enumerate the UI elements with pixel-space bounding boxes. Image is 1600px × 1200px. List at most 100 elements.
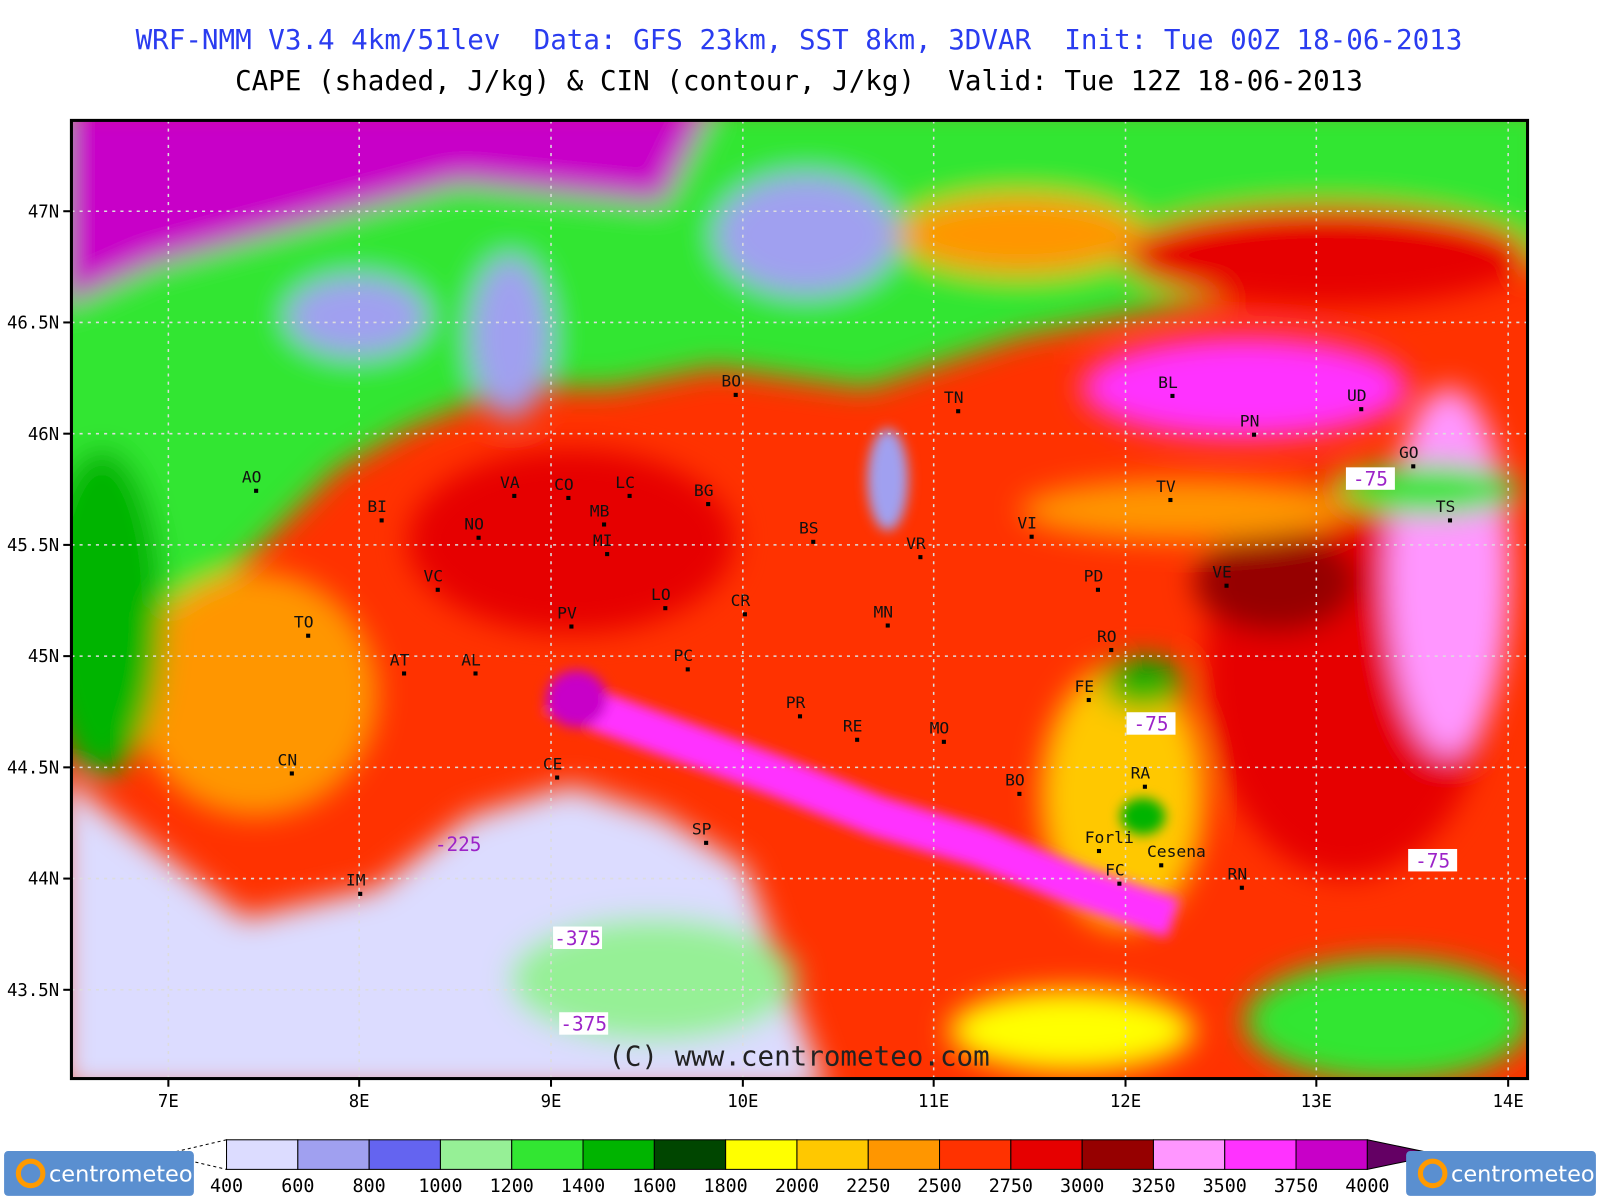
colorbar-label: 3250 — [1131, 1176, 1175, 1197]
logo-box — [1406, 1151, 1596, 1196]
city-dot — [1224, 583, 1229, 588]
city-dot — [476, 535, 481, 540]
lon-tick-label: 11E — [918, 1092, 949, 1112]
city-dot — [956, 409, 961, 414]
colorbar-box — [867, 1139, 941, 1170]
city-dot — [1109, 647, 1114, 653]
logo-box — [4, 1151, 194, 1196]
city-dot — [1447, 518, 1453, 523]
colorbar-box — [439, 1139, 513, 1170]
contour-label: -75 — [1353, 468, 1388, 491]
colorbar-label: 800 — [353, 1176, 386, 1197]
city-label: BL — [1158, 373, 1178, 392]
colorbar-label: 400 — [210, 1176, 243, 1197]
city-label: RO — [1097, 627, 1117, 646]
city-label: BO — [1005, 771, 1025, 790]
city-label: RA — [1131, 764, 1151, 783]
city-label: NO — [464, 515, 484, 534]
city-dot — [885, 623, 890, 628]
lat-tick-label: 43.5N — [7, 981, 59, 1001]
city-label: BS — [799, 519, 819, 538]
city-dot — [733, 392, 738, 397]
city-label: AL — [461, 650, 481, 669]
lon-tick-label: 12E — [1110, 1092, 1141, 1112]
colorbar-box — [725, 1139, 798, 1170]
city-label: Forli — [1085, 828, 1134, 847]
field-shading — [71, 120, 1528, 1079]
lat-tick-label: 45.5N — [7, 536, 59, 556]
colorbar-label: 1000 — [418, 1176, 462, 1197]
logo-mark — [15, 1158, 46, 1189]
city-label: VR — [906, 534, 926, 553]
lon-tick-label: 13E — [1301, 1092, 1332, 1112]
city-label: TO — [294, 613, 314, 632]
city-label: IM — [346, 871, 366, 890]
city-label: CR — [731, 591, 751, 610]
map-frame — [69, 118, 1530, 1081]
city-dot — [1029, 534, 1034, 539]
lon-tick-label: 14E — [1493, 1092, 1524, 1112]
colorbar: 400 600 800 1000 1200 1400 1600 1800 2000 2250 250… — [4, 1139, 1596, 1197]
city-label: PV — [557, 603, 577, 622]
city-label: LO — [651, 585, 671, 604]
colorbar-label: 1400 — [561, 1176, 605, 1197]
city-dot — [1086, 697, 1091, 703]
lon-tick-label: 9E — [541, 1092, 562, 1112]
city-label: UD — [1347, 386, 1367, 405]
contour-label-box — [1126, 712, 1176, 735]
city-dot — [1117, 881, 1122, 886]
contour-label-box — [553, 926, 603, 949]
city-dot — [941, 739, 946, 744]
city-label: VE — [1212, 563, 1232, 582]
contour-label: -75 — [1415, 849, 1450, 872]
city-dot — [1142, 784, 1147, 789]
city-dot — [402, 671, 407, 676]
city-dot — [1159, 863, 1164, 868]
colorbar-box — [368, 1139, 441, 1170]
city-label: RE — [843, 717, 863, 736]
contour-label-box — [1345, 467, 1395, 490]
city-dot — [855, 737, 860, 742]
colorbar-under — [163, 1139, 228, 1171]
logo-text: centrometeo — [1451, 1162, 1595, 1188]
city-dot — [435, 587, 440, 592]
copyright: (C) www.centrometeo.com — [608, 1040, 989, 1072]
lat-tick-label: 44N — [28, 870, 59, 890]
city-label: MB — [590, 501, 610, 520]
colorbar-box — [653, 1139, 727, 1170]
logo-mark — [1417, 1158, 1448, 1189]
city-dot — [1411, 464, 1416, 469]
city-label: AT — [390, 650, 410, 669]
lat-tick-label: 46N — [28, 425, 59, 445]
city-dot — [358, 891, 363, 896]
colorbar-label: 1800 — [704, 1176, 748, 1197]
city-label: GO — [1399, 443, 1419, 462]
colorbar-over — [1366, 1139, 1439, 1171]
city-dot — [706, 502, 711, 507]
city-label: VC — [423, 567, 443, 586]
colorbar-label: 1600 — [632, 1176, 676, 1197]
city-label: VI — [1017, 514, 1037, 533]
colorbar-label: 3000 — [1060, 1176, 1104, 1197]
city-dot — [602, 522, 607, 527]
city-label: VA — [500, 473, 520, 492]
city-label: TN — [944, 388, 964, 407]
colorbar-box — [1295, 1139, 1368, 1170]
city-label: BO — [721, 372, 741, 391]
city-dot — [663, 606, 668, 611]
city-dot — [742, 612, 747, 617]
city-label: PR — [786, 693, 806, 712]
city-dot — [704, 840, 709, 845]
graticule — [71, 120, 1528, 1079]
city-label: PD — [1084, 567, 1104, 586]
contour-label: -75 — [1134, 713, 1169, 736]
city-dot — [627, 493, 632, 498]
colorbar-box — [796, 1139, 869, 1170]
logo-text: centrometeo — [49, 1162, 193, 1188]
city-label: CN — [278, 750, 298, 769]
city-label: MO — [930, 719, 950, 738]
city-label: Cesena — [1147, 842, 1206, 861]
lon-tick-label: 10E — [727, 1092, 758, 1112]
city-label: CO — [554, 475, 574, 494]
city-label: MI — [593, 531, 613, 550]
